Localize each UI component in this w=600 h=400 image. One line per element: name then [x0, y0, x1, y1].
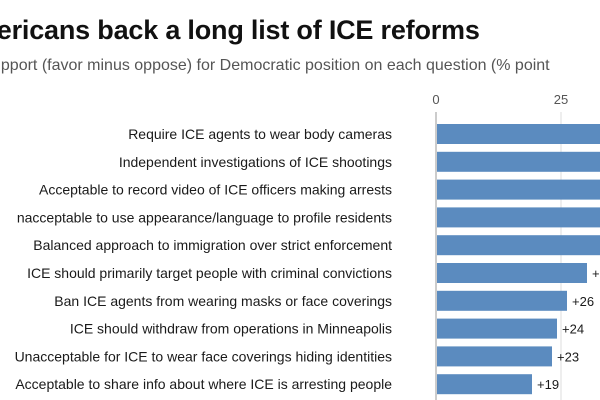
category-label-6: Ban ICE agents from wearing masks or fac… — [54, 293, 392, 309]
value-label-9: +19 — [537, 377, 559, 392]
category-label-7: ICE should withdraw from operations in M… — [70, 321, 392, 337]
value-label-7: +24 — [562, 322, 584, 337]
bar-8 — [437, 346, 552, 367]
value-label-6: +26 — [572, 294, 594, 309]
x-tick-label-0: 0 — [432, 92, 439, 107]
bar-6 — [437, 290, 567, 311]
category-label-4: Balanced approach to immigration over st… — [33, 237, 392, 253]
chart-title: mericans back a long list of ICE reforms — [0, 15, 480, 45]
bar-1 — [437, 151, 600, 172]
bar-3 — [437, 207, 600, 228]
value-label-5: +30 — [592, 266, 600, 281]
chart-subtitle: upport (favor minus oppose) for Democrat… — [0, 57, 550, 74]
category-label-5: ICE should primarily target people with … — [27, 265, 392, 281]
category-label-0: Require ICE agents to wear body cameras — [128, 126, 392, 142]
bar-7 — [437, 318, 557, 339]
bar-0 — [437, 124, 600, 144]
value-label-8: +23 — [557, 349, 579, 364]
category-label-2: Acceptable to record video of ICE office… — [39, 182, 392, 198]
category-label-1: Independent investigations of ICE shooti… — [119, 154, 392, 170]
bar-2 — [437, 179, 600, 200]
bar-5 — [437, 263, 587, 283]
bar-4 — [437, 235, 600, 256]
category-label-8: Unacceptable for ICE to wear face coveri… — [15, 348, 392, 364]
category-label-3: nacceptable to use appearance/language t… — [17, 209, 392, 225]
category-label-9: Acceptable to share info about where ICE… — [15, 376, 392, 392]
bar-9 — [437, 374, 532, 395]
x-tick-label-1: 25 — [554, 92, 568, 107]
